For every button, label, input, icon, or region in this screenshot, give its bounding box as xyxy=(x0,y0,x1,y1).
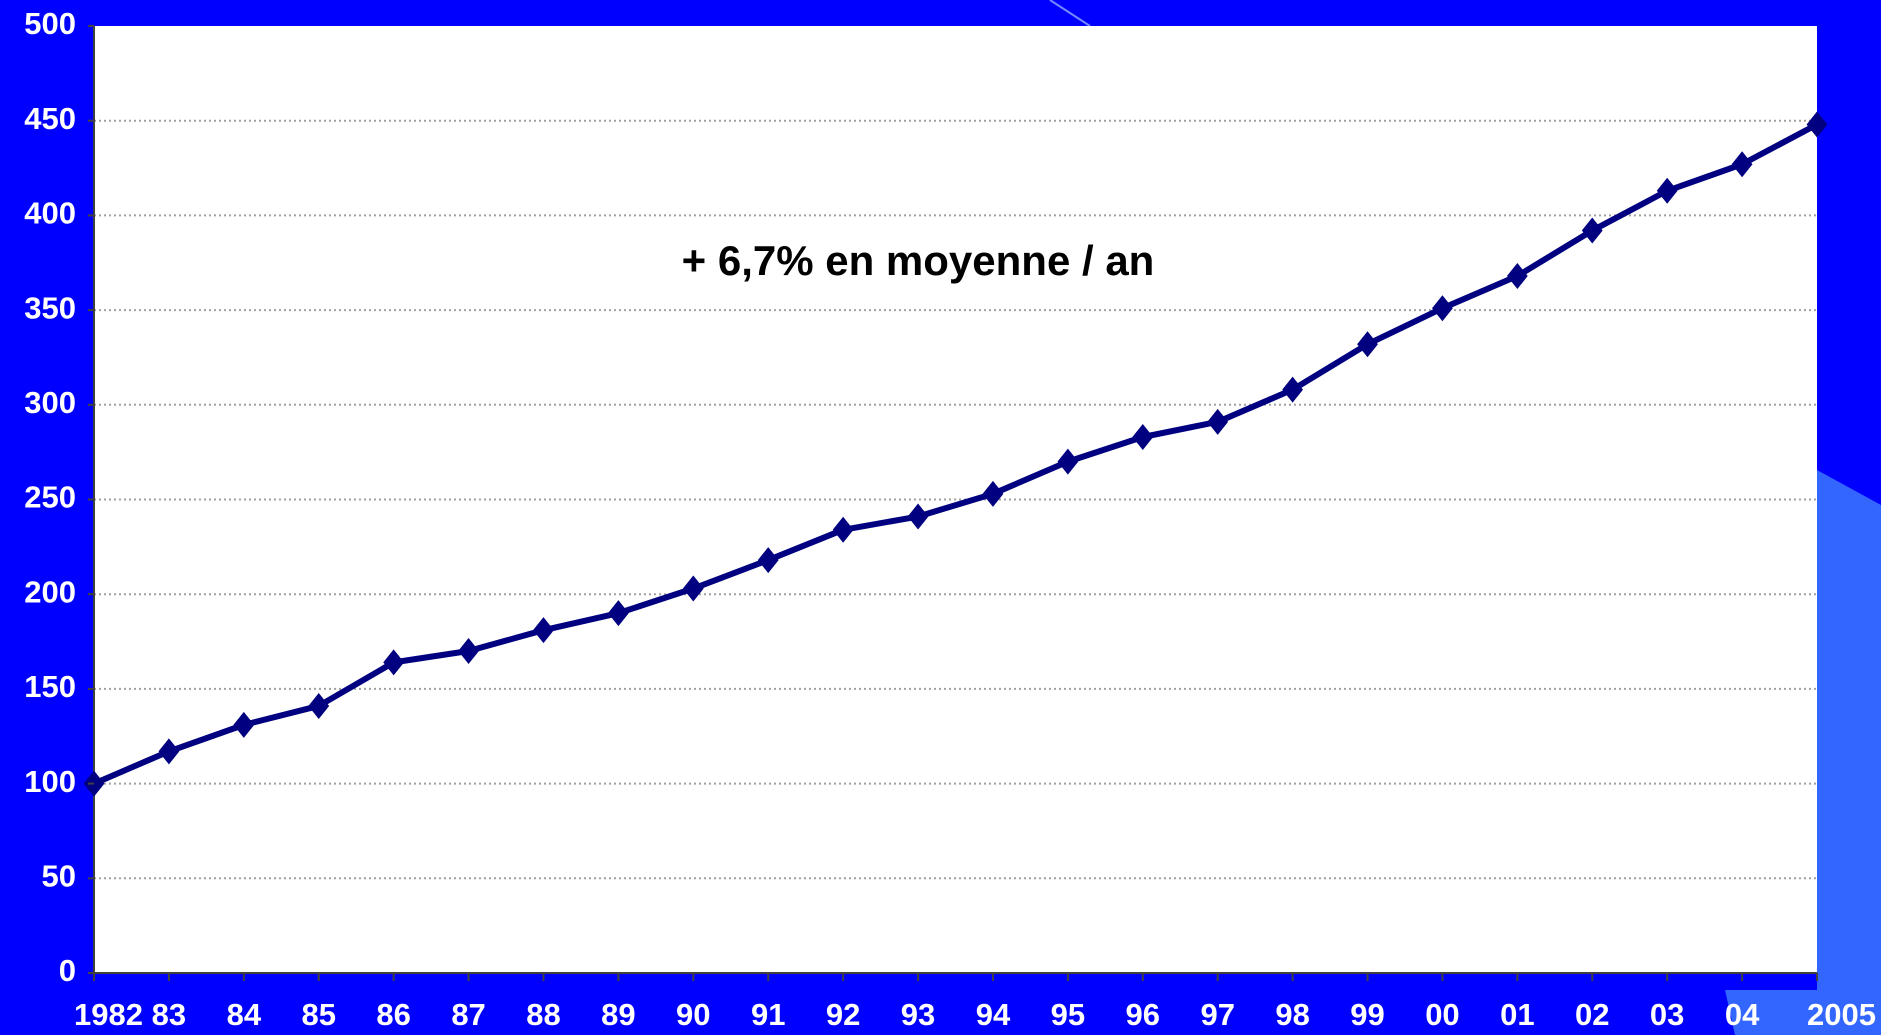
annotation: + 6,7% en moyenne / an xyxy=(682,237,1155,284)
x-tick-label: 86 xyxy=(376,997,410,1032)
x-tick-label: 94 xyxy=(976,997,1011,1032)
x-tick-label: 98 xyxy=(1275,997,1309,1032)
x-tick-label: 01 xyxy=(1500,997,1534,1032)
y-tick-label: 500 xyxy=(24,6,76,41)
y-tick-label: 350 xyxy=(24,290,76,325)
x-tick-label: 93 xyxy=(901,997,935,1032)
data-point xyxy=(1057,448,1079,475)
x-tick-label: 84 xyxy=(227,997,262,1032)
background-stroke xyxy=(1049,0,1091,27)
y-tick-label: 400 xyxy=(24,196,76,231)
background-shape xyxy=(1725,470,1881,1035)
x-tick-label: 88 xyxy=(526,997,560,1032)
data-point xyxy=(607,600,629,627)
series xyxy=(83,111,1828,797)
data-point xyxy=(757,547,779,574)
x-tick-label: 90 xyxy=(676,997,710,1032)
data-point xyxy=(1506,263,1528,290)
x-tick-label: 97 xyxy=(1200,997,1234,1032)
y-tick-label: 150 xyxy=(24,669,76,704)
x-tick-label: 2005 xyxy=(1807,997,1876,1032)
y-tick-label: 300 xyxy=(24,385,76,420)
data-point xyxy=(458,638,479,665)
x-tick-label: 85 xyxy=(301,997,335,1032)
data-point xyxy=(533,617,554,644)
x-tick-label: 91 xyxy=(751,997,785,1032)
y-tick-label: 0 xyxy=(59,953,76,988)
x-tick-label: 02 xyxy=(1575,997,1609,1032)
data-point xyxy=(383,649,405,676)
data-point xyxy=(682,575,704,602)
x-tick-label: 89 xyxy=(601,997,635,1032)
y-tick-label: 450 xyxy=(24,101,76,136)
data-point xyxy=(158,738,180,765)
y-tick-label: 250 xyxy=(24,480,76,515)
data-point xyxy=(907,503,929,530)
x-tick-label: 03 xyxy=(1650,997,1684,1032)
data-point xyxy=(1806,111,1828,138)
x-tick-label: 83 xyxy=(152,997,186,1032)
data-point xyxy=(308,692,330,719)
x-tick-label: 04 xyxy=(1725,997,1760,1032)
y-tick-label: 100 xyxy=(24,764,76,799)
x-tick-label: 87 xyxy=(451,997,485,1032)
x-tick-label: 00 xyxy=(1425,997,1459,1032)
data-point xyxy=(1656,177,1678,204)
series-line xyxy=(92,121,1819,787)
y-tick-label: 200 xyxy=(24,574,76,609)
grid xyxy=(94,119,1817,880)
data-point xyxy=(982,480,1004,507)
y-tick-label: 50 xyxy=(42,858,76,893)
data-point xyxy=(832,516,854,543)
x-tick-label: 95 xyxy=(1051,997,1085,1032)
data-point xyxy=(1432,295,1453,322)
data-point xyxy=(1581,217,1603,244)
data-point xyxy=(1207,408,1229,435)
data-point xyxy=(1731,151,1753,178)
data-point xyxy=(1132,423,1154,450)
x-tick-label: 99 xyxy=(1350,997,1384,1032)
data-point xyxy=(233,711,255,738)
x-tick-label: 1982 xyxy=(74,997,143,1032)
data-point xyxy=(1282,376,1304,403)
data-point xyxy=(1357,331,1378,358)
x-tick-label: 96 xyxy=(1126,997,1160,1032)
x-tick-label: 92 xyxy=(826,997,860,1032)
